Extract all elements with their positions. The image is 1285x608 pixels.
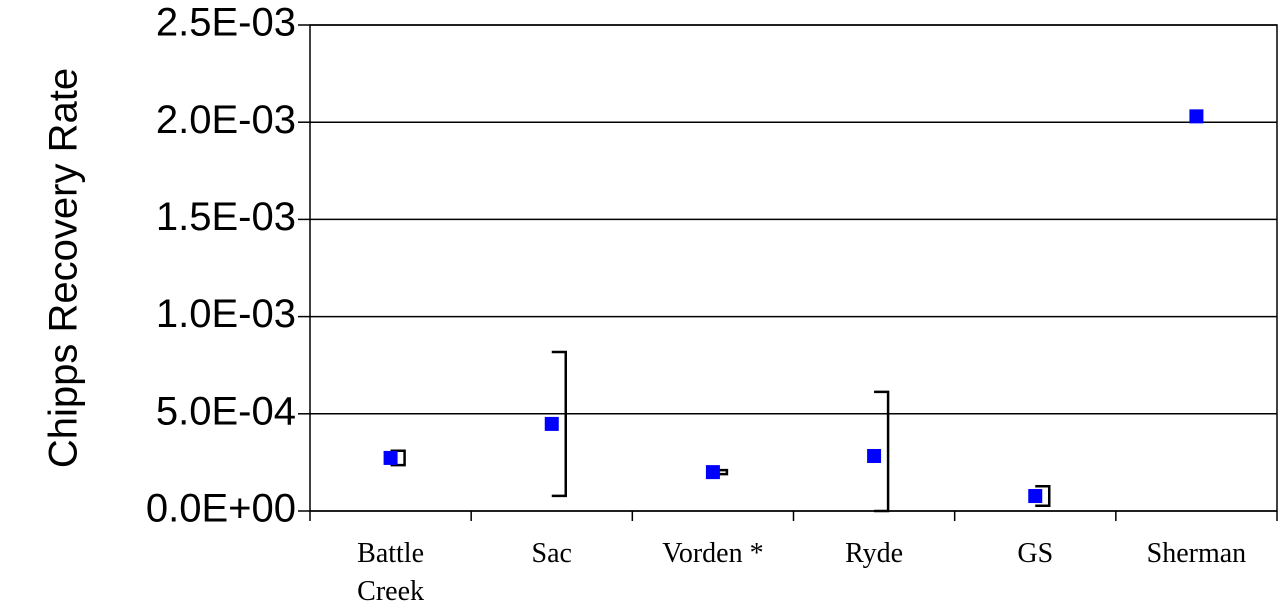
- y-tick-label: 1.0E-03: [156, 292, 296, 336]
- marker: [544, 416, 559, 431]
- error-bar: [390, 449, 406, 467]
- x-tick-label: GS: [1017, 538, 1054, 569]
- x-tick-label: Battle Creek: [357, 538, 425, 607]
- y-tick-label: 2.5E-03: [156, 1, 296, 45]
- y-tick-label: 1.5E-03: [156, 195, 296, 239]
- x-tick-label: Ryde: [845, 538, 904, 569]
- marker: [867, 448, 882, 463]
- x-tick-label: Vorden *: [662, 538, 764, 569]
- y-tick-label: 2.0E-03: [156, 98, 296, 142]
- error-bar: [874, 390, 890, 513]
- y-axis-label: Chipps Recovery Rate: [42, 68, 86, 468]
- plot-frame: [309, 24, 1278, 512]
- error-bar: [551, 350, 567, 498]
- marker: [705, 465, 720, 480]
- error-bar: [712, 468, 729, 476]
- marker: [1028, 489, 1043, 504]
- y-tick-label: 0.0E+00: [146, 487, 296, 531]
- error-bar: [1035, 485, 1051, 508]
- x-tick-label: Sac: [531, 538, 572, 569]
- marker: [1189, 109, 1204, 124]
- x-tick-label: Sherman: [1146, 538, 1247, 569]
- marker: [383, 450, 398, 465]
- y-tick-label: 5.0E-04: [156, 389, 296, 433]
